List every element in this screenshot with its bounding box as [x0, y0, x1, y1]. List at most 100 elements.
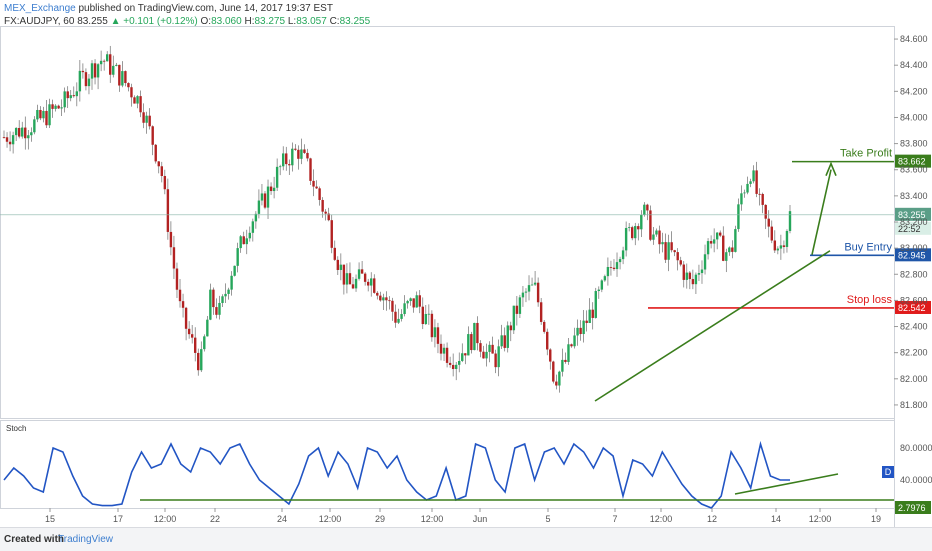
candle-body [782, 245, 786, 247]
candle-body [11, 135, 15, 145]
candle-body [403, 303, 406, 315]
candle-body [576, 327, 579, 336]
candle-body [81, 70, 85, 73]
candle-body [212, 289, 215, 308]
candle-body [585, 320, 588, 323]
symbol-label: FX:AUDJPY, 60 [4, 16, 75, 27]
candle-body [109, 54, 112, 75]
candle-body [643, 204, 646, 215]
candle-body [184, 307, 188, 329]
candle-body [360, 269, 364, 274]
candle-body [233, 265, 236, 276]
time-tick-label: 22 [210, 514, 220, 524]
time-tick-label: 5 [545, 514, 550, 524]
candle-body [627, 227, 631, 228]
candle-body [779, 245, 783, 249]
candle-body [694, 274, 698, 285]
last-price: 83.255 [77, 16, 108, 27]
chart-canvas[interactable]: 83.255 22:52 Take Profit 83.662 Buy Entry 82.… [0, 0, 932, 527]
candle-body [488, 344, 491, 352]
candle-body [45, 110, 48, 126]
time-tick-label: 14 [771, 514, 781, 524]
candle-body [630, 227, 634, 239]
candle-body [169, 231, 173, 248]
candle-body [193, 337, 197, 353]
candle-body [78, 70, 82, 92]
candle-body [254, 213, 258, 222]
candle-body [306, 152, 309, 159]
candle-body [597, 289, 601, 292]
candle-body [388, 300, 391, 302]
candle-body [549, 349, 552, 362]
candle-body [412, 298, 415, 308]
candle-body [60, 107, 63, 109]
candle-body [458, 360, 461, 365]
price-tick-label: 82.200 [900, 348, 928, 358]
candle-body [321, 199, 324, 212]
candle-body [221, 296, 224, 303]
candle-body [461, 353, 464, 361]
candle-body [39, 109, 42, 119]
candle-body [725, 252, 728, 261]
candle-body [151, 126, 154, 145]
candle-body [734, 229, 737, 252]
price-tick-label: 82.400 [900, 322, 928, 332]
candle-body [430, 313, 434, 338]
ohlc-line: FX:AUDJPY, 60 83.255 ▲ +0.101 (+0.12%) O… [4, 15, 370, 28]
time-tick-label: 12:00 [650, 514, 673, 524]
candle-body [157, 161, 160, 167]
candle-body [709, 241, 713, 244]
candle-body [370, 278, 373, 286]
candle-body [785, 230, 789, 247]
candle-body [394, 311, 397, 323]
candle-body [121, 71, 124, 86]
candle-body [245, 238, 248, 245]
candle-body [297, 149, 300, 159]
candle-body [737, 204, 740, 230]
candle-body [621, 250, 625, 260]
candle-body [451, 364, 455, 370]
low-value: 83.057 [296, 16, 327, 27]
annotation-label: Stop loss [847, 294, 893, 306]
candle-body [655, 230, 658, 235]
candle-body [442, 347, 446, 354]
candle-body [415, 295, 418, 308]
candle-body [30, 132, 33, 136]
time-tick-label: 29 [375, 514, 385, 524]
time-tick-label: Jun [473, 514, 488, 524]
price-tick-label: 83.000 [900, 243, 928, 253]
candle-body [93, 63, 97, 78]
candle-body [600, 280, 604, 290]
time-tick-label: 15 [45, 514, 55, 524]
candle-body [330, 220, 333, 248]
candle-body [676, 252, 679, 261]
candle-body [719, 232, 722, 236]
candle-body [281, 153, 285, 167]
candle-body [570, 344, 573, 347]
candle-body [494, 353, 497, 368]
support-trendline [594, 250, 831, 402]
candle-body [263, 193, 267, 208]
tradingview-logo[interactable]: TradingView [58, 534, 114, 545]
candle-body [333, 247, 336, 260]
candle-body [652, 234, 655, 240]
candle-body [743, 192, 746, 194]
candle-body [99, 60, 103, 65]
price-tick-label: 83.200 [900, 217, 928, 227]
candle-body [14, 127, 18, 136]
candle-body [561, 359, 564, 372]
candle-body [740, 193, 743, 205]
candle-body [285, 153, 288, 165]
price-tick-label: 82.000 [900, 374, 928, 384]
countdown-badge [895, 221, 931, 235]
time-tick-label: 19 [871, 514, 881, 524]
candle-body [530, 284, 534, 286]
candle-body [288, 164, 291, 166]
author-link[interactable]: MEX_Exchange [4, 3, 76, 14]
price-tick-label: 84.400 [900, 60, 928, 70]
candle-body [376, 292, 379, 296]
candle-body [649, 210, 652, 240]
candle-body [336, 259, 340, 270]
candle-body [667, 242, 670, 260]
close-value: 83.255 [339, 16, 371, 27]
